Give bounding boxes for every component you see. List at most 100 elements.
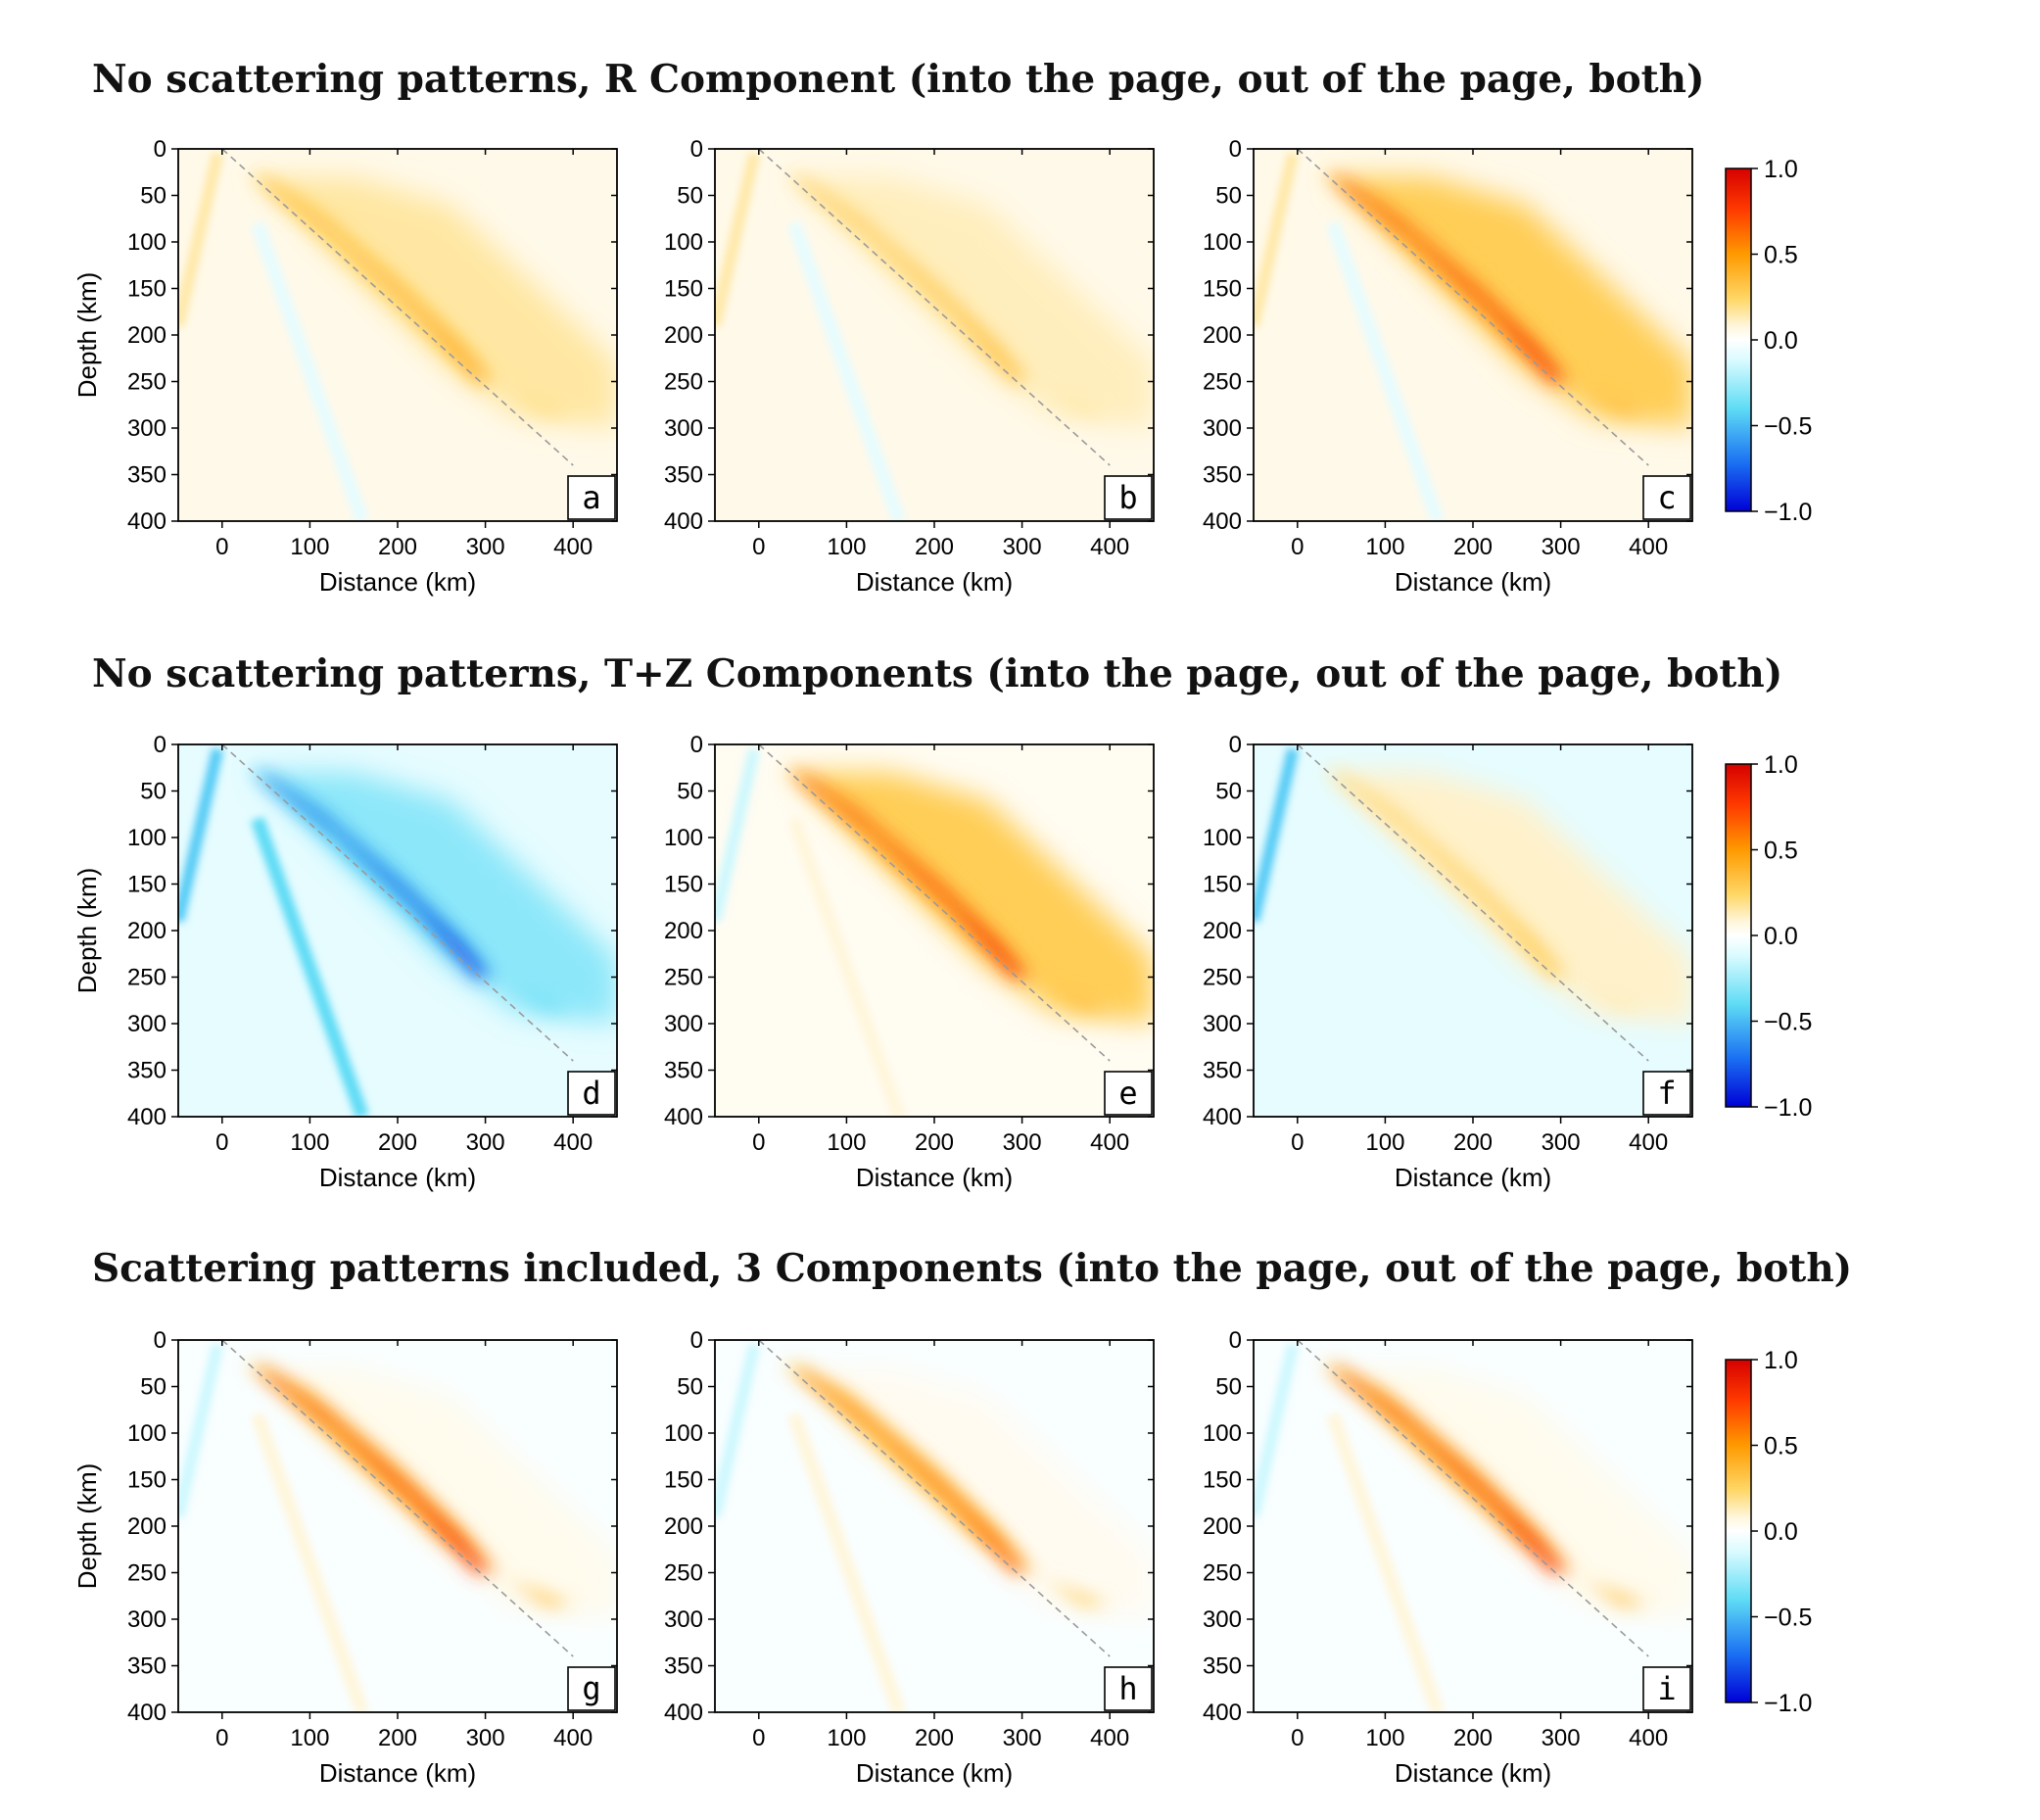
slab-energy-core xyxy=(1337,176,1566,382)
panel-letter-box xyxy=(1104,1071,1153,1116)
panel-letter-box xyxy=(1104,1666,1153,1711)
panel-g: 0 100 200 300 400 0 50 100 150 200 250 300 350 400 Dis… xyxy=(72,1327,618,1788)
panel-letter: h xyxy=(1118,1670,1137,1707)
colorbar-tick-label: −0.5 xyxy=(1764,1009,1812,1036)
slab-energy-outer xyxy=(248,1363,574,1605)
slab-energy-core xyxy=(261,772,491,978)
near-ray xyxy=(178,1343,224,1518)
x-tick-label: 200 xyxy=(915,1725,954,1751)
y-tick-label: 250 xyxy=(664,369,703,396)
colorbar-row-3: 1.0 0.5 0.0 −0.5 −1.0 xyxy=(1725,1347,1812,1717)
y-tick-label: 250 xyxy=(1203,965,1242,991)
slab-energy-outer xyxy=(1323,171,1649,414)
colorbar-row-1: 1.0 0.5 0.0 −0.5 −1.0 xyxy=(1725,156,1812,526)
panel-c: 0 100 200 300 400 0 50 100 150 200 250 300 350 400 Dis… xyxy=(1203,136,1693,597)
y-tick-label: 350 xyxy=(664,1653,703,1680)
panel-letter-box xyxy=(567,1666,616,1711)
y-tick-label: 400 xyxy=(664,1700,703,1726)
y-tick-label: 350 xyxy=(1203,462,1242,489)
slab-dashed-line xyxy=(1297,1340,1649,1657)
y-tick-label: 100 xyxy=(664,229,703,256)
x-tick-label: 100 xyxy=(1365,534,1404,560)
slab-energy-core xyxy=(1337,1367,1566,1573)
y-tick-label: 100 xyxy=(127,229,166,256)
y-tick-label: 350 xyxy=(127,1058,166,1084)
far-ray xyxy=(1326,816,1445,1117)
colorbar-tick-label: 0.0 xyxy=(1764,923,1798,950)
near-ray xyxy=(1254,1343,1300,1518)
x-tick-label: 0 xyxy=(752,1129,765,1156)
colorbar xyxy=(1725,1359,1752,1703)
y-tick-label: 200 xyxy=(664,918,703,944)
x-tick-label: 400 xyxy=(1090,1725,1129,1751)
near-ray xyxy=(715,1343,761,1518)
slab-energy-outer xyxy=(248,171,574,414)
heatmap-area xyxy=(1254,744,1692,1117)
y-tick-label: 400 xyxy=(127,1104,166,1130)
heatmap-area xyxy=(178,149,617,521)
y-tick-label: 0 xyxy=(154,1327,166,1354)
colorbar-tick-label: 0.5 xyxy=(1764,838,1798,865)
heatmap-area xyxy=(715,744,1154,1117)
colorbar-tick-label: 1.0 xyxy=(1764,751,1798,779)
y-tick-label: 100 xyxy=(127,825,166,851)
y-tick-label: 400 xyxy=(664,1104,703,1130)
near-ray xyxy=(178,152,224,327)
colorbar-tick-label: −1.0 xyxy=(1764,1094,1812,1122)
y-tick-label: 200 xyxy=(1203,918,1242,944)
near-ray xyxy=(715,152,761,327)
panel-letter: d xyxy=(582,1075,600,1112)
colorbar-tick-label: −0.5 xyxy=(1764,1604,1812,1632)
x-axis-label: Distance (km) xyxy=(856,1758,1013,1788)
slab-dashed-line xyxy=(758,149,1111,466)
slab-energy-core xyxy=(261,176,491,382)
slab-energy-outer xyxy=(248,767,574,1010)
slab-energy-outer xyxy=(784,1363,1111,1605)
x-tick-label: 100 xyxy=(827,1725,866,1751)
colorbar-tick-label: −0.5 xyxy=(1764,413,1812,441)
y-tick-label: 250 xyxy=(127,965,166,991)
y-axis-label: Depth (km) xyxy=(72,1463,102,1590)
y-tick-label: 200 xyxy=(1203,1513,1242,1540)
slab-energy-outer xyxy=(1323,1363,1649,1605)
slab-energy-outer xyxy=(784,767,1111,1010)
panel-letter-box xyxy=(1642,1071,1691,1116)
colorbar-tick-label: −1.0 xyxy=(1764,499,1812,526)
x-axis-label: Distance (km) xyxy=(319,1163,476,1192)
panel-letter: e xyxy=(1118,1075,1137,1112)
colorbar-row-2: 1.0 0.5 0.0 −0.5 −1.0 xyxy=(1725,751,1812,1122)
y-tick-label: 200 xyxy=(664,322,703,349)
row-title-tz-components: No scattering patterns, T+Z Components (… xyxy=(92,651,1783,696)
slab-energy-outer xyxy=(1323,767,1649,1010)
panel-letter: b xyxy=(1118,479,1137,516)
slab-energy-outer xyxy=(784,171,1111,414)
x-tick-label: 200 xyxy=(1453,1129,1493,1156)
heatmap-area xyxy=(715,149,1154,521)
y-tick-label: 100 xyxy=(127,1420,166,1447)
slab-dashed-line xyxy=(1297,744,1649,1062)
y-tick-label: 50 xyxy=(140,1374,166,1401)
y-tick-label: 150 xyxy=(127,276,166,303)
x-tick-label: 400 xyxy=(553,1129,593,1156)
panel-letter-box xyxy=(567,475,616,520)
y-tick-label: 300 xyxy=(127,415,166,442)
y-tick-label: 50 xyxy=(1215,1374,1242,1401)
y-tick-label: 150 xyxy=(127,1467,166,1494)
y-tick-label: 150 xyxy=(1203,872,1242,898)
near-ray xyxy=(1254,152,1300,327)
x-tick-label: 200 xyxy=(915,534,954,560)
y-tick-label: 400 xyxy=(664,508,703,535)
y-tick-label: 0 xyxy=(1229,136,1242,163)
y-tick-label: 350 xyxy=(127,1653,166,1680)
slab-energy-core xyxy=(1337,772,1566,978)
slab-energy-core xyxy=(798,772,1027,978)
y-tick-label: 0 xyxy=(690,732,703,758)
y-axis-label: Depth (km) xyxy=(72,272,102,399)
y-tick-label: 0 xyxy=(1229,1327,1242,1354)
panel-letter-box xyxy=(1642,475,1691,520)
x-tick-label: 400 xyxy=(1629,1129,1668,1156)
x-axis-label: Distance (km) xyxy=(856,1163,1013,1192)
far-ray xyxy=(1326,220,1445,521)
y-tick-label: 350 xyxy=(127,462,166,489)
y-tick-label: 0 xyxy=(1229,732,1242,758)
